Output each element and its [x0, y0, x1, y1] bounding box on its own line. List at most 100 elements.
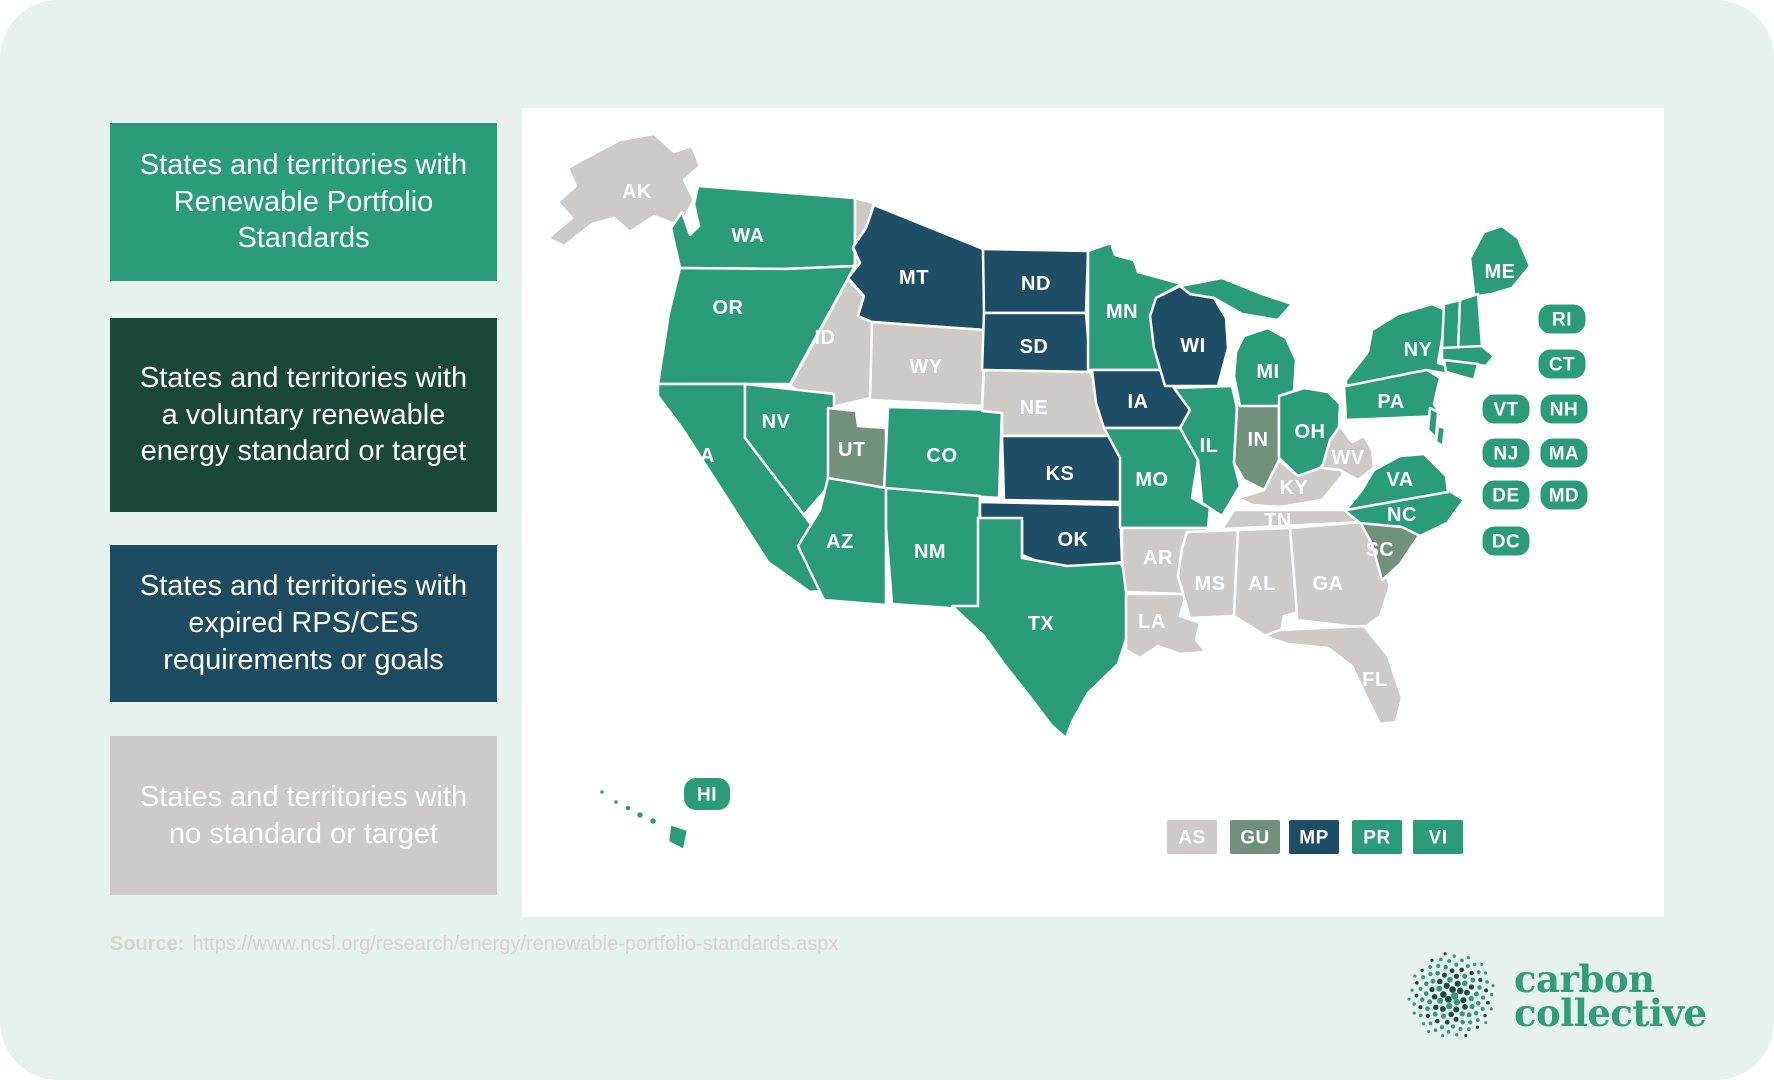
map-label-LA: LA: [1138, 611, 1166, 633]
logo-dot: [1412, 1002, 1416, 1006]
logo-dot: [1466, 956, 1471, 960]
map-label-VI: VI: [1429, 828, 1448, 849]
state-DE: [1434, 424, 1447, 448]
map-label-WA: WA: [731, 225, 764, 247]
state-VA: [1344, 452, 1450, 512]
logo-dot: [1421, 975, 1426, 980]
legend-item-expired: States and territories with expired RPS/…: [110, 545, 497, 702]
logo-dot: [1462, 973, 1468, 979]
state-pill-DC: [1482, 526, 1530, 556]
map-label-WV: WV: [1331, 447, 1364, 469]
logo-dot: [1473, 1011, 1479, 1016]
logo-dot: [1407, 997, 1411, 1001]
logo-dot: [1480, 1006, 1485, 1011]
state-NV: [743, 382, 836, 517]
territory-badge-PR: [1352, 820, 1402, 854]
logo-dot: [1427, 1029, 1431, 1034]
state-CT: [1442, 358, 1480, 382]
map-label-TN: TN: [1264, 510, 1292, 532]
logo-dot: [1421, 1022, 1426, 1026]
map-label-CO: CO: [927, 445, 958, 467]
map-label-IA: IA: [1128, 391, 1149, 413]
state-IL: [1172, 384, 1242, 518]
logo-dot: [1458, 1026, 1463, 1031]
state-pill-DE: [1482, 480, 1530, 510]
territory-badge-MP: [1289, 820, 1339, 854]
map-label-SD: SD: [1020, 336, 1049, 358]
logo-dot: [1448, 1011, 1454, 1018]
map-label-MT: MT: [899, 267, 929, 289]
map-label-ME: ME: [1485, 261, 1516, 283]
logo-dot: [1461, 980, 1468, 987]
logo-dot: [1453, 998, 1460, 1006]
logo-dot: [1475, 1025, 1480, 1029]
territory-badge-AS: [1167, 820, 1217, 854]
us-choropleth-map: AK WA OR ID MT WY CA NV UT CO AZ NM ND SD NE KS OK TX MN IA…: [546, 132, 1588, 854]
state-pill-MD: [1540, 480, 1588, 510]
map-label-AL: AL: [1248, 573, 1276, 595]
map-label-CA: CA: [685, 445, 715, 467]
logo-dot: [1435, 970, 1441, 976]
logo-dot: [1437, 978, 1443, 985]
logo-dot: [1418, 986, 1423, 991]
map-label-GU: GU: [1240, 828, 1270, 849]
state-pill-MA: [1540, 438, 1588, 468]
logo-dot: [1468, 984, 1475, 990]
legend-item-label: States and territories with no standard …: [139, 780, 468, 850]
logo-dot: [1483, 1013, 1487, 1018]
logo-dot: [1460, 997, 1467, 1004]
logo-dot: [1465, 964, 1470, 969]
logo-dot: [1459, 967, 1464, 973]
logo-dot: [1477, 985, 1482, 990]
logo-dot: [1435, 1018, 1440, 1024]
state-pill-NJ: [1482, 438, 1530, 468]
logo-dot: [1468, 1020, 1473, 1025]
map-label-RI: RI: [1552, 310, 1572, 331]
logo-dot: [1466, 1012, 1472, 1018]
logo-dot: [1476, 970, 1481, 974]
map-label-MP: MP: [1299, 828, 1329, 849]
logo-line2: collective: [1514, 991, 1707, 1035]
logo-dot: [1468, 995, 1474, 1002]
logo-dot: [1449, 968, 1455, 974]
legend-item-label: States and territories with expired RPS/…: [139, 570, 468, 676]
logo-dot: [1429, 986, 1435, 993]
map-label-OK: OK: [1058, 529, 1089, 551]
logo-dot: [1432, 1011, 1438, 1017]
map-label-NH: NH: [1550, 400, 1578, 421]
state-CO: [882, 405, 1004, 500]
carbon-collective-logo: carbon collective: [1406, 950, 1707, 1042]
map-label-MN: MN: [1106, 301, 1138, 323]
logo-dot: [1414, 993, 1419, 998]
map-label-WI: WI: [1180, 335, 1205, 357]
map-label-AR: AR: [1143, 547, 1173, 569]
logo-dot: [1469, 1003, 1475, 1010]
map-label-SC: SC: [1366, 539, 1395, 561]
logo-dot: [1464, 1033, 1468, 1038]
legend-item-voluntary: States and territories with a voluntary …: [110, 318, 497, 512]
logo-dot: [1486, 1000, 1490, 1005]
map-label-VA: VA: [1386, 469, 1413, 491]
logo-dot: [1460, 1019, 1465, 1025]
logo-dot: [1484, 988, 1489, 993]
state-pill-HI: [684, 778, 730, 810]
logo-dot: [1428, 965, 1433, 969]
logo-dot: [1420, 968, 1424, 973]
logo-dot: [1472, 962, 1477, 967]
map-label-NY: NY: [1404, 339, 1433, 361]
logo-dot: [1480, 995, 1486, 1000]
state-FL: [1262, 624, 1404, 726]
logo-dot: [1454, 980, 1461, 987]
map-label-NE: NE: [1020, 397, 1049, 419]
logo-dot: [1453, 973, 1460, 979]
logo-dot: [1440, 1034, 1445, 1038]
logo-dot: [1433, 1028, 1438, 1032]
logo-dot: [1451, 992, 1459, 1000]
logo-dot: [1436, 985, 1443, 992]
logo-dot: [1470, 977, 1476, 983]
logo-dot: [1454, 1033, 1459, 1037]
logo-dot: [1430, 958, 1434, 962]
map-label-KY: KY: [1280, 477, 1309, 499]
map-label-GA: GA: [1313, 573, 1344, 595]
